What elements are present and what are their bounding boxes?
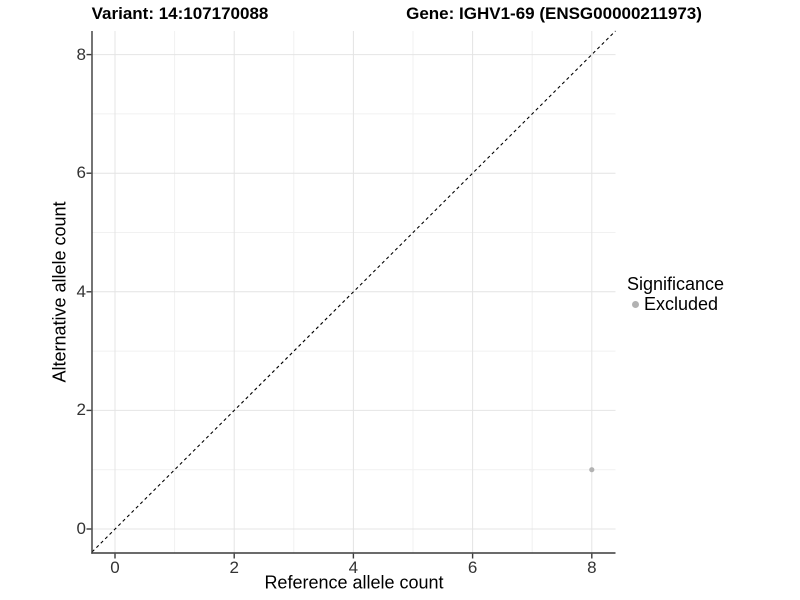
y-tick-label: 6	[76, 163, 86, 183]
gene-title: Gene: IGHV1-69 (ENSG00000211973)	[406, 4, 702, 23]
x-tick-label: 8	[587, 558, 597, 577]
y-axis-title: Alternative allele count	[49, 201, 70, 383]
y-tick-label: 8	[76, 44, 86, 64]
y-tick-label: 2	[76, 400, 86, 420]
legend-key-dot-icon	[632, 301, 639, 308]
legend-title: Significance	[627, 274, 725, 294]
identity-line	[91, 30, 616, 553]
legend-item-label: Excluded	[644, 294, 719, 314]
legend: Significance Excluded	[627, 274, 724, 314]
data-point	[589, 467, 595, 473]
x-tick-label: 0	[110, 558, 120, 577]
y-tick-label: 4	[76, 281, 86, 301]
x-tick-label: 4	[348, 558, 359, 577]
x-tick-label: 2	[229, 558, 239, 577]
legend-item-excluded: Excluded	[627, 295, 724, 314]
x-tick-label: 6	[467, 558, 478, 577]
y-tick-label: 0	[76, 519, 86, 538]
variant-title: Variant: 14:107170088	[91, 4, 269, 23]
x-axis-title: Reference allele count	[264, 572, 444, 593]
